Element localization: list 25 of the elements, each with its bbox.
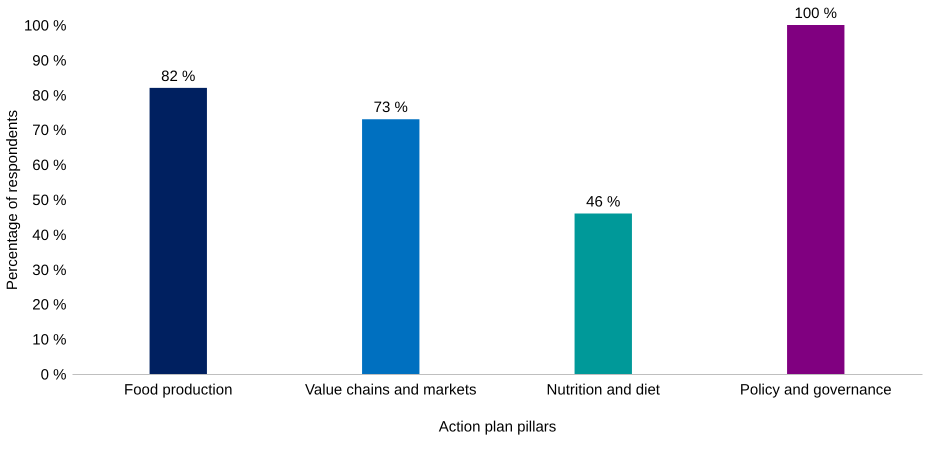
data-label: 73 %: [374, 99, 408, 116]
data-label: 82 %: [161, 68, 196, 85]
bar: [574, 213, 632, 374]
x-axis-title: Action plan pillars: [438, 418, 556, 436]
y-axis-title: Percentage of respondents: [4, 110, 21, 290]
x-tick-label: Nutrition and diet: [546, 382, 661, 398]
y-tick-label: 60 %: [32, 157, 66, 174]
y-tick-label: 40 %: [32, 226, 66, 244]
data-label: 100 %: [794, 5, 838, 22]
y-tick-label: 30 %: [32, 262, 66, 279]
bar: [362, 119, 420, 374]
y-tick-label: 20 %: [32, 296, 66, 314]
x-tick-label: Food production: [124, 382, 232, 398]
y-tick-label: 10 %: [32, 332, 66, 349]
x-tick-label: Policy and governance: [740, 382, 892, 398]
y-tick-label: 0 %: [40, 366, 66, 384]
y-tick-label: 100 %: [24, 18, 66, 34]
bar: [150, 88, 207, 374]
bar: [787, 25, 844, 374]
x-tick-label: Value chains and markets: [305, 382, 476, 398]
y-tick-label: 80 %: [32, 87, 66, 104]
y-tick-label: 50 %: [32, 192, 66, 209]
y-tick-label: 70 %: [32, 122, 66, 140]
data-label: 46 %: [586, 193, 620, 210]
y-tick-label: 90 %: [32, 52, 66, 70]
